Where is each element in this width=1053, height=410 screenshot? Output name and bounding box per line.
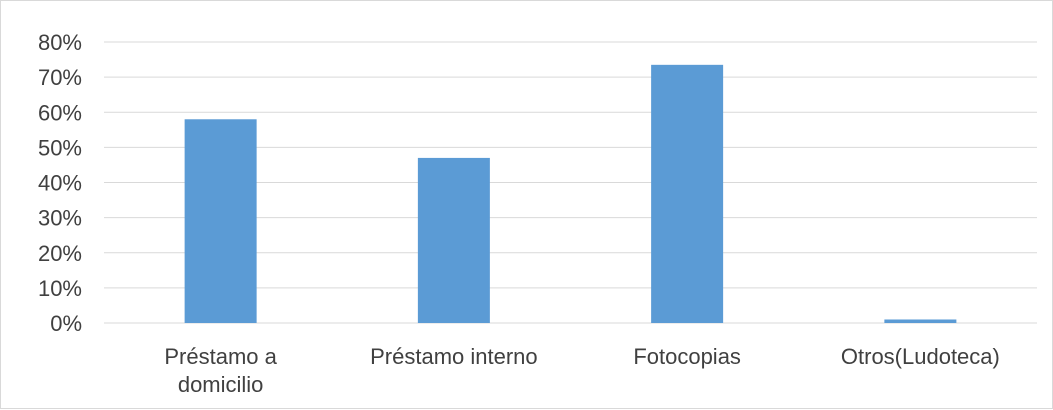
y-axis-tick-labels: 0% 10% 20% 30% 40% 50% 60% 70% 80%: [38, 30, 82, 336]
bar: [184, 119, 257, 324]
x-category-label: Préstamo interno: [370, 344, 538, 369]
y-tick-label: 20%: [38, 241, 82, 266]
bar: [651, 64, 724, 324]
y-tick-label: 10%: [38, 276, 82, 301]
x-axis-category-labels: Préstamo a domicilio Préstamo interno Fotoc…: [164, 344, 999, 397]
y-tick-label: 60%: [38, 100, 82, 125]
y-tick-label: 80%: [38, 30, 82, 55]
gridlines: [104, 41, 1037, 324]
bar: [884, 319, 957, 323]
y-tick-label: 70%: [38, 65, 82, 90]
y-tick-label: 50%: [38, 135, 82, 160]
y-tick-label: 40%: [38, 171, 82, 196]
x-category-label: Fotocopias: [633, 344, 741, 369]
y-tick-label: 0%: [50, 311, 82, 336]
x-category-label: domicilio: [178, 372, 264, 397]
y-tick-label: 30%: [38, 206, 82, 231]
x-category-label: Préstamo a: [164, 344, 277, 369]
bar: [417, 157, 490, 323]
x-category-label: Otros(Ludoteca): [841, 344, 1000, 369]
bars: [184, 64, 957, 324]
